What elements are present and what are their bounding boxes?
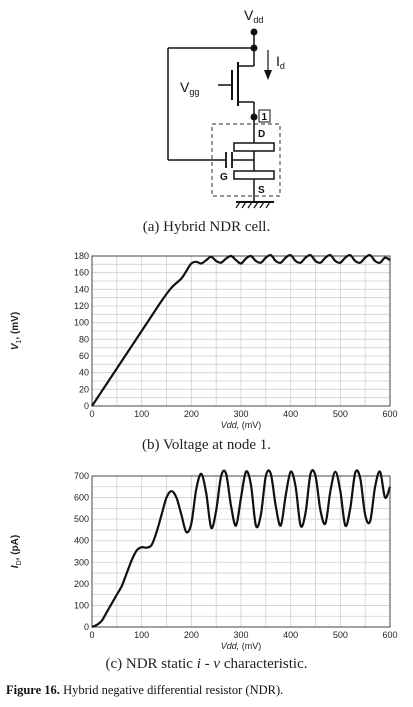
y-axis-label: V1, (mV) [10,312,23,350]
y-axis-label-unit: , (pA) [10,535,21,561]
x-tick-label: 100 [134,630,149,640]
ground-icon [235,201,274,209]
x-axis-label: Vdd, (mV) [221,420,262,430]
y-tick-label: 40 [79,368,89,378]
y-tick-label: 600 [74,493,89,503]
source-label: S [258,185,265,196]
y-axis-label-unit: , (mV) [10,312,21,340]
y-tick-label: 0 [84,622,89,632]
source-junction [233,170,275,180]
x-tick-label: 600 [382,630,397,640]
x-tick-label: 600 [382,409,397,419]
x-tick-label: 200 [184,409,199,419]
ndr-cell-circuit: Vdd Id Vgg 1 D G S [167,7,285,209]
y-tick-label: 500 [74,514,89,524]
x-tick-label: 300 [233,409,248,419]
plot-frame [91,255,391,407]
y-tick-label: 20 [79,384,89,394]
y-tick-label: 400 [74,536,89,546]
plot-frame [91,475,391,628]
y-axis-label-main: I [10,565,21,568]
x-tick-label: 500 [333,409,348,419]
x-tick-label: 0 [89,630,94,640]
caption-b: (b) Voltage at node 1. [141,437,271,453]
series-line [91,469,392,629]
y-tick-label: 300 [74,557,89,567]
y-tick-label: 180 [74,251,89,261]
id-label: Id [276,53,285,71]
y-axis-label-sub: D [16,560,23,565]
chart-ndr-iv: 0 100 200 300 400 500 600 0 100 200 300 400 500 600 70… [10,469,398,651]
drain-junction [233,142,275,152]
x-tick-label: 500 [333,630,348,640]
x-tick-label: 0 [89,409,94,419]
figure-caption: Figure 16. Hybrid negative differential … [6,683,284,697]
y-axis-label: ID, (pA) [10,535,23,568]
x-axis-label-main: Vdd, [221,641,240,651]
current-arrow-icon [264,70,272,80]
vdd-label: Vdd [244,7,263,25]
node-1-label: 1 [262,112,268,123]
y-tick-label: 160 [74,268,89,278]
y-tick-label: 80 [79,334,89,344]
y-tick-label: 140 [74,284,89,294]
x-tick-label: 300 [233,630,248,640]
x-axis-label-unit: (mV) [239,641,261,651]
y-tick-label: 0 [84,401,89,411]
series-line [91,253,391,407]
y-axis-label-sub: 1 [16,340,23,344]
x-axis-label: Vdd, (mV) [221,641,262,651]
x-tick-label: 100 [134,409,149,419]
y-tick-label: 60 [79,351,89,361]
x-tick-label: 200 [184,630,199,640]
y-tick-label: 100 [74,600,89,610]
x-axis-label-unit: (mV) [239,420,261,430]
y-tick-label: 120 [74,301,89,311]
drain-label: D [258,129,265,140]
y-tick-label: 200 [74,579,89,589]
chart-node1-voltage: 0 100 200 300 400 500 600 0 20 40 60 80 100 120 140 160… [10,251,398,430]
caption-c: (c) NDR static i - v characteristic. [105,656,308,672]
y-tick-label: 100 [74,318,89,328]
y-tick-label: 700 [74,471,89,481]
x-axis-label-main: Vdd, [221,420,240,430]
vgg-label: Vgg [180,79,199,97]
caption-a: (a) Hybrid NDR cell. [142,219,271,235]
y-axis-label-main: V [10,342,21,350]
gate-label: G [220,172,228,183]
x-tick-label: 400 [283,630,298,640]
x-tick-label: 400 [283,409,298,419]
